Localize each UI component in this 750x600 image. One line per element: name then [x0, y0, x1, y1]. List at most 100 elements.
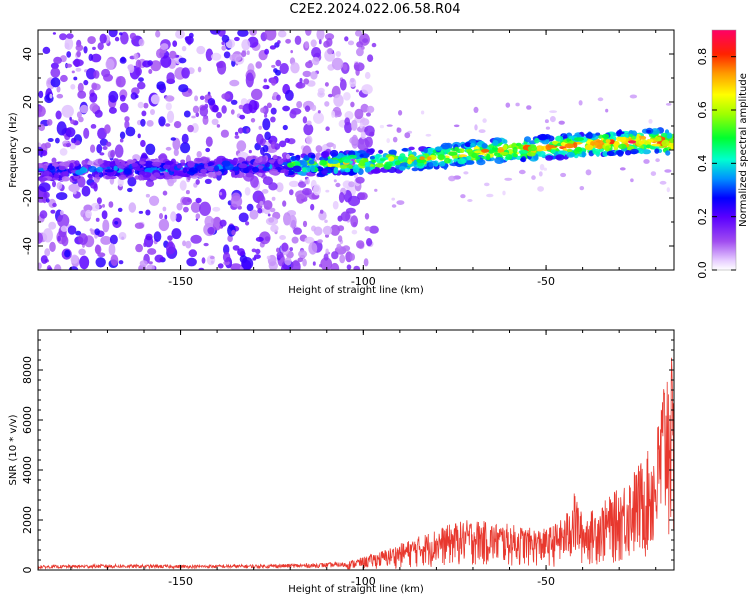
spectrogram-noise-blob	[356, 47, 364, 57]
spectrogram-noise-blob	[70, 119, 75, 125]
spectrogram-noise-blob	[212, 206, 221, 212]
spectrogram-noise-blob	[39, 210, 48, 219]
spectrogram-signal-blob	[176, 164, 183, 169]
spectrogram-noise-blob	[350, 215, 359, 228]
spectrogram-noise-blob	[262, 176, 273, 186]
spectrogram-noise-blob	[320, 257, 333, 270]
spectrogram-noise-blob	[118, 260, 124, 265]
spectrogram-noise-blob	[302, 258, 307, 267]
spectrogram-noise-blob	[342, 245, 351, 252]
spectrogram-noise-blob	[392, 136, 398, 143]
spectrogram-noise-blob	[356, 240, 365, 249]
spectrogram-noise-blob	[197, 66, 202, 73]
spectrogram-signal-blob	[94, 174, 100, 178]
spectrogram-noise-blob	[346, 264, 352, 270]
spectrogram-signal-blob	[524, 136, 531, 143]
spectrogram-noise-blob	[275, 182, 284, 193]
spectrogram-signal-blob	[651, 143, 661, 147]
spectrogram-noise-blob	[57, 235, 61, 242]
spectrogram-noise-blob	[50, 67, 61, 78]
spectrogram-noise-blob	[89, 228, 93, 232]
spectrogram-noise-blob	[127, 187, 133, 193]
spectrogram-noise-blob	[90, 144, 96, 153]
spectrogram-noise-blob	[209, 255, 215, 260]
spectrogram-noise-blob	[263, 78, 267, 83]
spectrogram-signal-blob	[245, 172, 254, 178]
spectrogram-noise-blob	[246, 203, 254, 212]
spectrogram-noise-blob	[150, 94, 161, 105]
spectrogram-noise-blob	[258, 125, 262, 130]
spectrogram-signal-blob	[566, 151, 575, 158]
spectrogram-noise-blob	[327, 48, 334, 55]
spectrogram-ylabel: Frequency (Hz)	[8, 112, 19, 188]
spectrogram-noise-blob	[138, 38, 145, 47]
spectrogram-noise-blob	[185, 35, 194, 45]
spectrogram-noise-blob	[515, 102, 520, 107]
spectrogram-signal-blob	[628, 133, 633, 137]
spectrogram-noise-blob	[89, 92, 98, 103]
spectrogram-signal-blob	[321, 151, 329, 158]
spectrogram-noise-blob	[264, 48, 269, 55]
spectrogram-noise-blob	[308, 242, 318, 255]
spectrogram-signal-blob	[375, 154, 383, 158]
spectrogram-noise-blob	[297, 257, 304, 263]
spectrogram-signal-blob	[62, 171, 69, 178]
spectrogram-noise-blob	[222, 252, 231, 263]
spectrogram-noise-blob	[166, 241, 176, 255]
colorbar-tick-label: 0.6	[696, 101, 709, 119]
spectrogram-signal-blob	[459, 148, 465, 154]
spectrogram-signal-blob	[378, 149, 384, 154]
spectrogram-noise-blob	[194, 95, 199, 102]
spectrogram-noise-blob	[211, 118, 219, 126]
snr-ylabel: SNR (10 * v/v)	[8, 414, 19, 485]
spectrogram-signal-blob	[301, 160, 308, 167]
spectrogram-signal-blob	[438, 161, 446, 167]
spectrogram-noise-blob	[237, 248, 245, 256]
spectrogram-noise-blob	[47, 138, 54, 142]
snr-ticks: -150 -100 -50 0 2000 4000 6000 8000	[21, 329, 674, 588]
spectrogram-noise-blob	[313, 184, 321, 196]
spectrogram-noise-blob	[331, 110, 336, 118]
spectrogram-noise-blob	[252, 257, 257, 261]
spectrogram-noise-blob	[170, 137, 176, 141]
spectrogram-noise-blob	[78, 248, 86, 256]
spectrogram-noise-blob	[71, 137, 77, 144]
spectrogram-signal-blob	[613, 141, 620, 148]
spectrogram-noise-blob	[276, 247, 280, 253]
spectrogram-noise-blob	[227, 234, 233, 243]
spectrogram-noise-blob	[77, 82, 84, 93]
spectrogram-noise-blob	[332, 200, 339, 210]
spectrogram-noise-blob	[335, 51, 341, 57]
spectrogram-noise-blob	[311, 47, 322, 59]
spectrogram-noise-blob	[183, 110, 191, 118]
spectrogram-signal-blob	[654, 136, 661, 142]
y-tick-label: 8000	[21, 356, 34, 384]
spectrogram-marks	[38, 30, 674, 270]
spectrogram-noise-blob	[270, 78, 277, 86]
spectrogram-noise-blob	[504, 177, 513, 181]
spectrogram-noise-blob	[234, 36, 240, 42]
spectrogram-noise-blob	[212, 216, 222, 231]
spectrogram-noise-blob	[345, 207, 356, 214]
spectrogram-noise-blob	[137, 101, 144, 109]
spectrogram-signal-blob	[343, 158, 351, 164]
spectrogram-noise-blob	[264, 30, 277, 41]
spectrogram-noise-blob	[279, 140, 287, 148]
spectrogram-noise-blob	[50, 62, 59, 69]
snr-xlabel: Height of straight line (km)	[288, 584, 424, 595]
spectrogram-noise-blob	[277, 30, 287, 38]
spectrogram-noise-blob	[558, 120, 565, 125]
spectrogram-noise-blob	[347, 40, 355, 46]
spectrogram-noise-blob	[60, 74, 68, 83]
spectrogram-signal-blob	[481, 148, 490, 153]
spectrogram-signal-blob	[287, 162, 294, 168]
spectrogram-signal-blob	[238, 163, 248, 169]
spectrogram-noise-blob	[245, 221, 250, 226]
spectrogram-signal-blob	[566, 148, 573, 153]
spectrogram-signal-blob	[627, 140, 637, 144]
spectrogram-noise-blob	[185, 240, 192, 249]
spectrogram-signal-blob	[638, 140, 645, 145]
spectrogram-noise-blob	[181, 133, 189, 144]
spectrogram-signal-blob	[606, 150, 615, 157]
